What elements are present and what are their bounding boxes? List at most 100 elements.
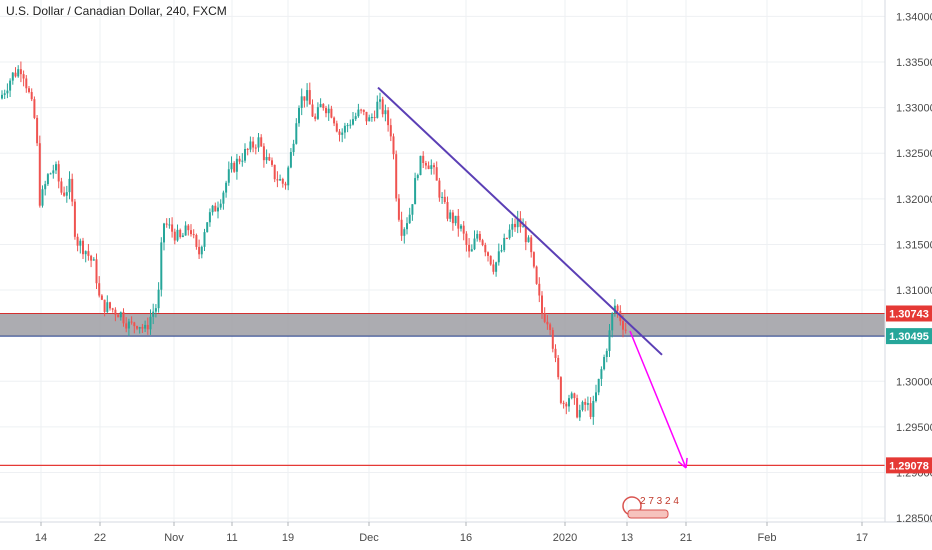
candle-body [435,167,438,181]
candle [292,139,295,156]
candle [357,103,360,118]
candle-body [279,179,282,181]
candle [316,102,319,121]
candle-body [384,110,387,115]
candle [516,210,519,234]
time-tick-label: 16 [460,532,472,544]
candle [200,245,203,259]
candle-body [362,109,365,112]
candle-body [227,169,230,183]
candle [144,320,147,333]
candle [565,401,568,415]
candle-body [19,69,22,75]
candle [381,96,384,118]
candle-body [190,230,192,235]
candle-body [55,164,57,171]
candle-body [195,235,198,247]
time-tick-label: 21 [680,532,692,544]
candle-body [457,215,460,229]
candle [154,304,157,318]
candle-body [400,219,403,236]
candles [1,61,627,425]
candle [319,98,322,108]
candle [14,67,17,78]
candle-body [624,329,627,331]
price-tick-label: 1.32000 [896,194,932,206]
candle [470,244,473,252]
candle-body [338,131,341,135]
projection-arrow-head[interactable] [677,461,687,469]
candle [22,70,25,87]
candle [354,112,357,121]
candle [576,394,579,419]
candle [122,308,125,327]
candle [187,224,190,236]
candle [211,204,214,216]
candle-body [416,175,419,179]
candle [279,174,282,181]
price-tick-label: 1.28500 [896,513,932,525]
candle [276,171,279,188]
candle [446,196,449,222]
candle-body [111,308,114,310]
candle [311,99,314,118]
candle-body [198,246,201,255]
candle-body [489,255,492,265]
candle-body [476,233,479,239]
zone-top-price-tag[interactable]: 1.30743 [886,305,932,322]
candle-body [343,125,346,133]
candle [206,222,209,233]
candle [573,392,576,405]
candle-body [238,158,241,162]
candle-body [433,165,435,168]
candle [605,348,608,363]
candle-body [168,224,171,226]
candle-body [206,222,209,233]
zone-bottom-price-tag[interactable]: 1.30495 [886,328,932,345]
candle-body [46,174,49,185]
candle [38,135,41,208]
candle-body [133,322,136,327]
price-tick-label: 1.29500 [896,422,932,434]
candle [87,243,90,261]
candle [225,180,228,198]
candle [160,237,163,297]
candle-body [503,238,506,251]
candle [214,202,217,212]
candle [554,344,557,363]
candle [198,239,201,259]
candle [414,172,417,205]
candle-body [90,255,93,261]
candle-body [87,251,90,256]
candle-body [368,117,371,122]
candle-body [25,78,28,89]
candle-body [36,117,39,144]
projection-arrow-head[interactable] [685,457,688,468]
candle [478,230,481,243]
candle [538,277,541,303]
candle [603,354,606,371]
projection-arrow[interactable] [629,330,687,469]
time-axis: 14 22 Nov 11 19 Dec 16 2020 13 21 Feb 17 [35,522,868,544]
target-price-tag[interactable]: 1.29078 [886,457,932,474]
zone-rect[interactable] [0,313,885,337]
candle-body [541,295,543,314]
candle-body [576,398,579,418]
candle-body [414,178,417,205]
candle-body [616,305,619,311]
candle [495,261,498,277]
candle-body [71,178,74,202]
price-tick-label: 1.31000 [896,285,932,297]
candle [190,224,192,237]
candle-body [554,348,557,358]
trendline[interactable] [377,86,663,356]
candle-body [217,207,219,212]
candle-body [163,223,165,243]
candle-body [203,232,206,247]
candle [322,103,325,111]
candle-body [30,92,33,100]
candle [346,123,349,133]
candle [260,134,263,147]
